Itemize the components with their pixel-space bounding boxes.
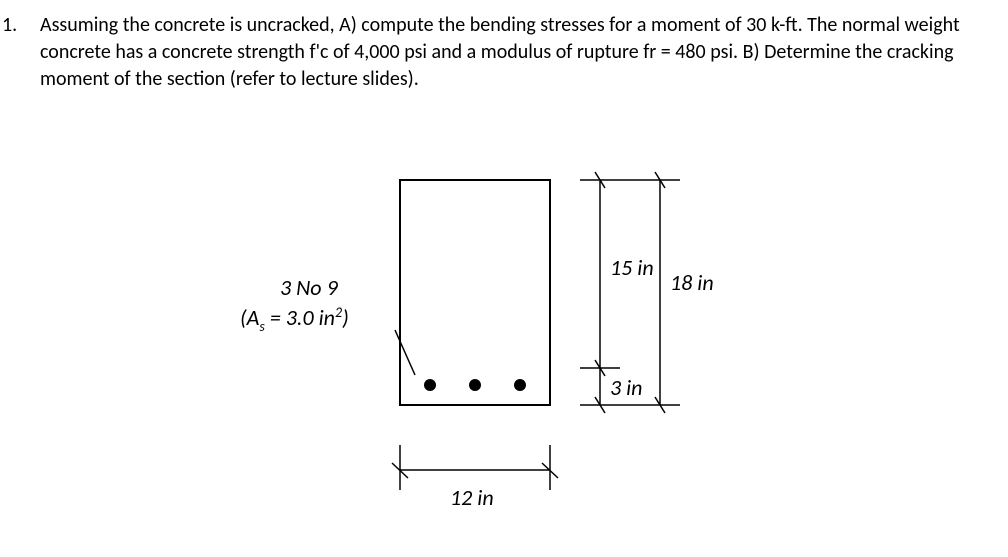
leader-line: [395, 330, 415, 375]
rebar-dot: [469, 379, 481, 391]
beam-diagram: 3 No 9 (As = 3.0 in2) 15 in 18 in 3 in 1…: [240, 170, 760, 540]
dim-d-text: 15 in: [610, 254, 654, 281]
rebar-dot: [514, 379, 526, 391]
problem-text: Assuming the concrete is uncracked, A) c…: [40, 12, 1000, 93]
dim-width-text: 12 in: [450, 484, 494, 511]
problem-block: 1. Assuming the concrete is uncracked, A…: [0, 12, 1000, 93]
rebar-label-line1: 3 No 9: [280, 274, 339, 301]
problem-number: 1.: [0, 12, 40, 39]
rebar-label-line2: (As = 3.0 in2): [240, 304, 349, 335]
dim-h-text: 18 in: [670, 269, 714, 296]
dim-cover-text: 3 in: [610, 374, 642, 401]
beam-outline: [400, 180, 550, 405]
rebar-dot: [424, 379, 436, 391]
